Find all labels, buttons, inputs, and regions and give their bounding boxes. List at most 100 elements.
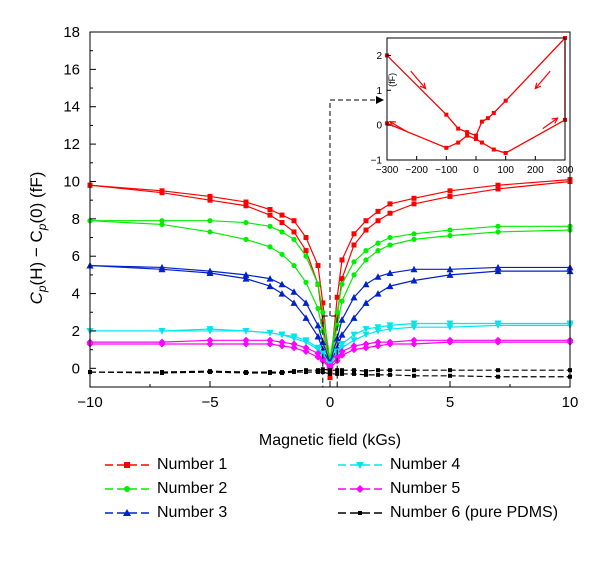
data-point [290, 299, 298, 306]
data-point [206, 336, 214, 344]
data-point [243, 219, 249, 226]
data-point [304, 370, 308, 375]
data-point [280, 370, 284, 375]
data-point [266, 282, 274, 290]
data-point [447, 193, 453, 199]
inset-data-point [474, 137, 478, 142]
y-tick-label: 14 [63, 99, 80, 116]
data-point [291, 218, 297, 224]
legend-label-number-4: Number 4 [390, 456, 461, 473]
legend-swatch-number-4 [338, 462, 382, 469]
data-point [351, 231, 357, 237]
data-point [278, 342, 286, 350]
data-point [411, 195, 417, 201]
data-point [290, 335, 298, 342]
y-axis-label: Cp(H) − Cp(0) (fF) [27, 172, 49, 305]
inset-x-tick-label: 200 [527, 165, 544, 176]
data-point [302, 348, 310, 355]
inset-arrow-descending-right [534, 70, 551, 89]
y-tick-label: 0 [72, 360, 80, 377]
data-point [302, 339, 310, 346]
data-point [386, 326, 394, 333]
data-point [388, 368, 392, 373]
data-point [278, 331, 286, 339]
inset-arrow-descending-left [410, 70, 427, 89]
legend-item-number-6: Number 6 (pure PDMS) [338, 502, 558, 524]
zoom-connector [329, 99, 377, 316]
data-point [446, 338, 454, 346]
data-point [446, 265, 454, 273]
data-point [350, 342, 358, 350]
data-point [351, 272, 357, 278]
data-point [339, 257, 345, 263]
data-point [268, 370, 272, 375]
data-point [375, 208, 381, 214]
legend-swatch-number-3 [105, 509, 149, 516]
data-point [266, 340, 274, 348]
data-point [206, 340, 214, 348]
data-point [362, 340, 370, 348]
data-point [314, 353, 322, 361]
zoom-box [322, 315, 338, 388]
data-point [207, 218, 213, 224]
inset-arrow-descending-left-head [419, 82, 427, 90]
data-point [410, 277, 418, 284]
data-point [448, 373, 452, 378]
legend-label-number-5: Number 5 [390, 480, 461, 497]
legend-label-number-3: Number 3 [157, 504, 228, 521]
data-point [266, 336, 274, 344]
data-point [302, 314, 310, 321]
x-tick-label: 10 [562, 394, 579, 411]
data-point [496, 374, 500, 379]
data-point [320, 367, 325, 372]
data-point [447, 227, 453, 233]
data-point [207, 193, 213, 199]
data-point [206, 326, 214, 333]
data-point [364, 372, 368, 377]
series-line-down [89, 371, 570, 378]
data-point [374, 273, 382, 280]
x-tick-label: 0 [326, 394, 334, 411]
data-point [340, 368, 344, 373]
data-point [362, 299, 370, 306]
data-point [207, 229, 213, 235]
data-point [338, 351, 346, 359]
series-number-2 [87, 218, 573, 368]
data-point [158, 340, 166, 348]
data-point [315, 281, 321, 287]
data-point [291, 262, 297, 269]
data-point [244, 370, 248, 375]
inset-data-point [444, 145, 449, 150]
inset-y-axis-label: (fF) [387, 73, 397, 87]
data-point [340, 371, 344, 376]
data-point [362, 326, 370, 333]
inset-x-tick-label: −200 [405, 165, 428, 176]
data-point [411, 231, 417, 237]
data-point [334, 322, 340, 328]
data-point [267, 207, 273, 212]
inset-arrow-ascending-left-head [388, 120, 396, 128]
data-point [303, 248, 309, 254]
x-tick-label: −5 [201, 394, 218, 411]
inset-y-tick-label: 0 [376, 121, 382, 132]
data-point [494, 338, 502, 346]
data-point [315, 305, 321, 312]
y-tick-label: 2 [72, 323, 80, 340]
y-tick-label: 6 [72, 248, 80, 265]
data-point [279, 251, 285, 257]
inset-y-tick-label: 1 [376, 86, 382, 97]
data-point [410, 265, 418, 273]
y-tick-label: 12 [63, 136, 80, 153]
data-point [243, 236, 249, 242]
inset-data-point [491, 147, 496, 152]
y-tick-label: 4 [72, 286, 80, 303]
inset-data-point [479, 119, 484, 124]
legend-item-number-5: Number 5 [338, 478, 460, 500]
data-point [291, 229, 297, 235]
legend-item-number-3: Number 3 [105, 502, 227, 524]
data-point [208, 370, 212, 375]
inset-data-point [465, 130, 470, 135]
data-point [291, 236, 297, 242]
data-point [363, 218, 369, 224]
inset-x-tick-label: −100 [435, 165, 458, 176]
